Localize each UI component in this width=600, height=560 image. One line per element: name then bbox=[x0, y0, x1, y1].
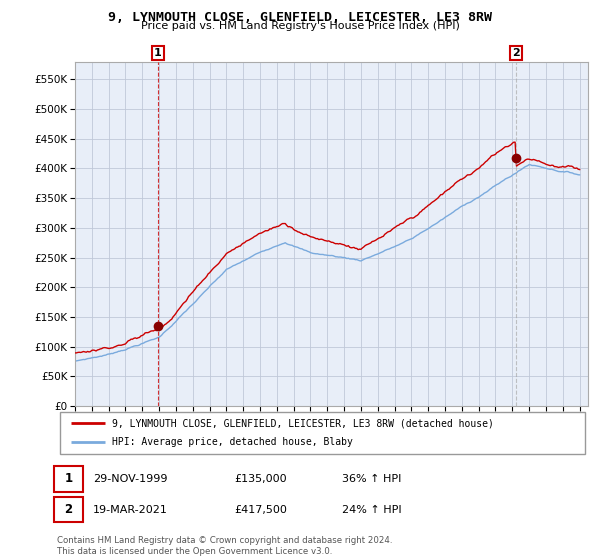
Text: 19-MAR-2021: 19-MAR-2021 bbox=[93, 505, 168, 515]
Text: Price paid vs. HM Land Registry's House Price Index (HPI): Price paid vs. HM Land Registry's House … bbox=[140, 21, 460, 31]
Text: £135,000: £135,000 bbox=[234, 474, 287, 484]
Text: HPI: Average price, detached house, Blaby: HPI: Average price, detached house, Blab… bbox=[113, 437, 353, 447]
Text: 2: 2 bbox=[64, 503, 73, 516]
Text: £417,500: £417,500 bbox=[234, 505, 287, 515]
Text: 9, LYNMOUTH CLOSE, GLENFIELD, LEICESTER, LE3 8RW: 9, LYNMOUTH CLOSE, GLENFIELD, LEICESTER,… bbox=[108, 11, 492, 24]
Text: 2: 2 bbox=[512, 48, 520, 58]
Text: 1: 1 bbox=[154, 48, 161, 58]
Text: 1: 1 bbox=[64, 472, 73, 486]
Text: 9, LYNMOUTH CLOSE, GLENFIELD, LEICESTER, LE3 8RW (detached house): 9, LYNMOUTH CLOSE, GLENFIELD, LEICESTER,… bbox=[113, 418, 494, 428]
Text: Contains HM Land Registry data © Crown copyright and database right 2024.
This d: Contains HM Land Registry data © Crown c… bbox=[57, 536, 392, 556]
Text: 24% ↑ HPI: 24% ↑ HPI bbox=[342, 505, 401, 515]
Text: 36% ↑ HPI: 36% ↑ HPI bbox=[342, 474, 401, 484]
Text: 29-NOV-1999: 29-NOV-1999 bbox=[93, 474, 167, 484]
